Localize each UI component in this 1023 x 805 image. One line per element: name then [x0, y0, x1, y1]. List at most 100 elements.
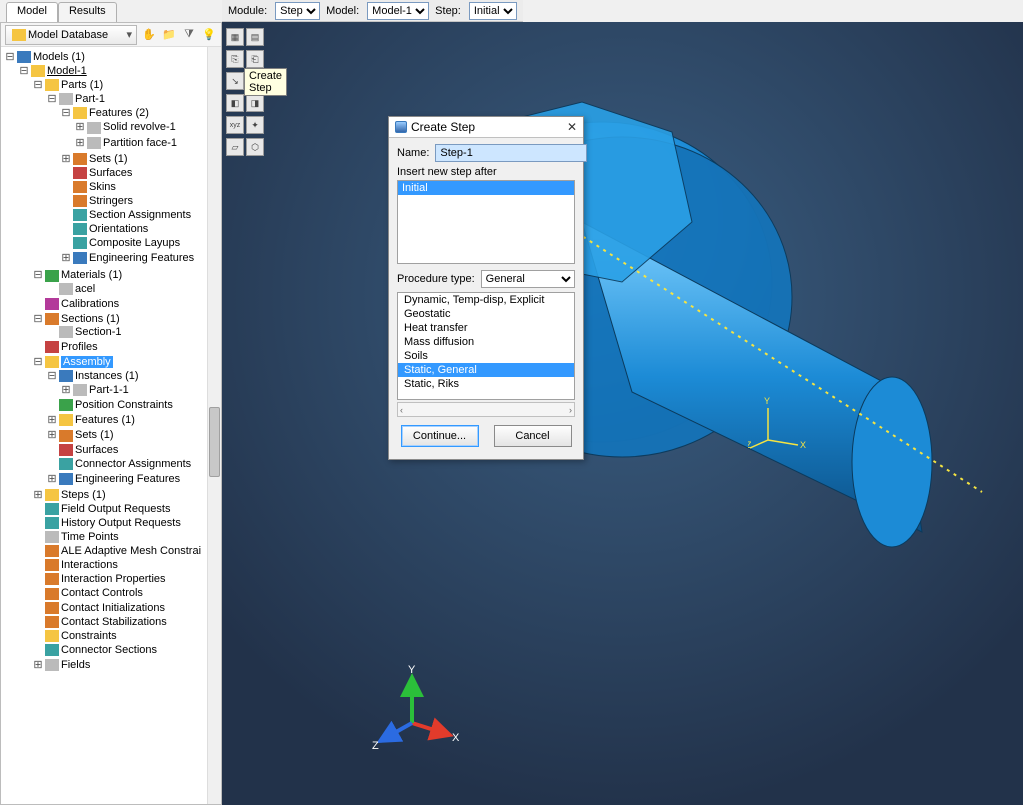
tree-node-time-points[interactable]: Time Points	[61, 531, 119, 543]
tree-node-composite[interactable]: Composite Layups	[89, 237, 180, 249]
expand-toggle[interactable]: ⊞	[33, 488, 43, 501]
create-step-tool[interactable]: ▦	[226, 28, 244, 46]
bulb-icon[interactable]: 💡	[201, 27, 217, 43]
insert-after-list[interactable]: Initial	[397, 180, 575, 264]
filter-icon[interactable]: ⧩	[181, 27, 197, 43]
expand-toggle[interactable]: ⊟	[47, 92, 57, 105]
tree-node-stringers[interactable]: Stringers	[89, 195, 133, 207]
step-select[interactable]: Initial	[469, 2, 517, 20]
list-item[interactable]: Geostatic	[398, 307, 574, 321]
tree-node-part11[interactable]: Part-1-1	[89, 384, 129, 396]
list-item[interactable]: Dynamic, Temp-disp, Explicit	[398, 293, 574, 307]
tree-node-ale[interactable]: ALE Adaptive Mesh Constrai	[61, 545, 201, 557]
model-select[interactable]: Model-1	[367, 2, 429, 20]
tree-node-profiles[interactable]: Profiles	[61, 341, 98, 353]
tree-node-models[interactable]: Models (1)	[33, 51, 85, 63]
tree-node-calibrations[interactable]: Calibrations	[61, 298, 119, 310]
step-manager-tool[interactable]: ▤	[246, 28, 264, 46]
tree-node-features[interactable]: Features (2)	[89, 107, 149, 119]
model-tree[interactable]: ⊟Models (1) ⊟Model-1 ⊟Parts (1) ⊟Part-1 …	[1, 49, 221, 674]
tool-h[interactable]: ⬡	[246, 138, 264, 156]
tree-node-acel[interactable]: acel	[75, 283, 95, 295]
tree-node-partition[interactable]: Partition face-1	[103, 137, 177, 149]
tree-node-sets1[interactable]: Sets (1)	[89, 153, 128, 165]
expand-toggle[interactable]: ⊞	[75, 120, 85, 133]
expand-toggle[interactable]: ⊟	[33, 78, 43, 91]
tree-node-assembly[interactable]: Assembly	[61, 356, 113, 368]
horizontal-scrollbar[interactable]: ‹›	[397, 402, 575, 417]
list-item[interactable]: Heat transfer	[398, 321, 574, 335]
module-select[interactable]: Step	[275, 2, 320, 20]
list-item[interactable]: Static, Riks	[398, 377, 574, 391]
tree-node-surfaces2[interactable]: Surfaces	[75, 444, 118, 456]
tree-node-interactions[interactable]: Interactions	[61, 559, 118, 571]
expand-toggle[interactable]: ⊞	[47, 472, 57, 485]
procedure-list[interactable]: Dynamic, Temp-disp, Explicit Geostatic H…	[397, 292, 575, 400]
expand-toggle[interactable]: ⊟	[33, 312, 43, 325]
tree-node-sections[interactable]: Sections (1)	[61, 313, 120, 325]
field-output-tool[interactable]: ⎘	[226, 50, 244, 68]
expand-toggle[interactable]: ⊟	[47, 369, 57, 382]
history-output-tool[interactable]: ⎗	[246, 50, 264, 68]
tree-node-eng-feat1[interactable]: Engineering Features	[89, 252, 194, 264]
hand-icon[interactable]: ✋	[141, 27, 157, 43]
tree-node-surfaces1[interactable]: Surfaces	[89, 167, 132, 179]
tree-node-steps[interactable]: Steps (1)	[61, 489, 106, 501]
tree-node-skins[interactable]: Skins	[89, 181, 116, 193]
viewport-3d[interactable]: ▦▤ ⎘⎗ ↘↙ ◧◨ xyz✦ ▱⬡ Create Step X Y Z X …	[222, 22, 1023, 805]
tool-f[interactable]: ✦	[246, 116, 264, 134]
tree-node-materials[interactable]: Materials (1)	[61, 270, 122, 282]
tree-node-contact-ctrl[interactable]: Contact Controls	[61, 588, 143, 600]
expand-toggle[interactable]: ⊞	[33, 658, 43, 671]
cancel-button[interactable]: Cancel	[494, 425, 572, 447]
tab-results[interactable]: Results	[58, 2, 117, 22]
expand-toggle[interactable]: ⊟	[33, 268, 43, 281]
tree-node-solid[interactable]: Solid revolve-1	[103, 122, 176, 134]
tree-node-orientations[interactable]: Orientations	[89, 223, 148, 235]
tree-node-contact-stab[interactable]: Contact Stabilizations	[61, 616, 167, 628]
expand-toggle[interactable]: ⊞	[47, 413, 57, 426]
tree-node-history-output[interactable]: History Output Requests	[61, 517, 181, 529]
tree-node-constraints[interactable]: Constraints	[61, 630, 117, 642]
tree-node-field-output[interactable]: Field Output Requests	[61, 503, 170, 515]
expand-toggle[interactable]: ⊞	[61, 383, 71, 396]
tree-node-features2[interactable]: Features (1)	[75, 414, 135, 426]
tree-scrollbar[interactable]	[207, 47, 221, 804]
expand-toggle[interactable]: ⊟	[5, 50, 15, 63]
close-icon[interactable]: ✕	[567, 120, 577, 134]
tree-node-connector-sect[interactable]: Connector Sections	[61, 644, 157, 656]
expand-toggle[interactable]: ⊞	[47, 428, 57, 441]
tree-node-inter-props[interactable]: Interaction Properties	[61, 573, 166, 585]
tab-model[interactable]: Model	[6, 2, 58, 22]
tree-node-section1[interactable]: Section-1	[75, 326, 121, 338]
tree-node-parts[interactable]: Parts (1)	[61, 79, 103, 91]
expand-toggle[interactable]: ⊟	[33, 355, 43, 368]
tool-g[interactable]: ▱	[226, 138, 244, 156]
tool-e[interactable]: xyz	[226, 116, 244, 134]
tool-c[interactable]: ◧	[226, 94, 244, 112]
folder-icon[interactable]: 📁	[161, 27, 177, 43]
scrollbar-thumb[interactable]	[209, 407, 220, 477]
expand-toggle[interactable]: ⊞	[61, 251, 71, 264]
expand-toggle[interactable]: ⊞	[61, 152, 71, 165]
tool-a[interactable]: ↘	[226, 72, 244, 90]
tree-node-section-assign[interactable]: Section Assignments	[89, 209, 191, 221]
tree-node-pos-constraints[interactable]: Position Constraints	[75, 399, 173, 411]
tree-node-model1[interactable]: Model-1	[47, 65, 87, 77]
list-item[interactable]: Initial	[398, 181, 574, 195]
list-item[interactable]: Soils	[398, 349, 574, 363]
list-item[interactable]: Mass diffusion	[398, 335, 574, 349]
tree-node-contact-init[interactable]: Contact Initializations	[61, 602, 165, 614]
list-item[interactable]: Static, General	[398, 363, 574, 377]
tree-node-instances[interactable]: Instances (1)	[75, 370, 139, 382]
continue-button[interactable]: Continue...	[401, 425, 479, 447]
tree-node-fields[interactable]: Fields	[61, 659, 90, 671]
step-name-input[interactable]	[435, 144, 587, 162]
database-selector[interactable]: Model Database ▾	[5, 25, 137, 45]
tree-node-part1[interactable]: Part-1	[75, 93, 105, 105]
tool-d[interactable]: ◨	[246, 94, 264, 112]
procedure-type-select[interactable]: General	[481, 270, 575, 288]
tree-node-sets2[interactable]: Sets (1)	[75, 430, 114, 442]
tree-node-eng-feat2[interactable]: Engineering Features	[75, 473, 180, 485]
expand-toggle[interactable]: ⊟	[61, 106, 71, 119]
